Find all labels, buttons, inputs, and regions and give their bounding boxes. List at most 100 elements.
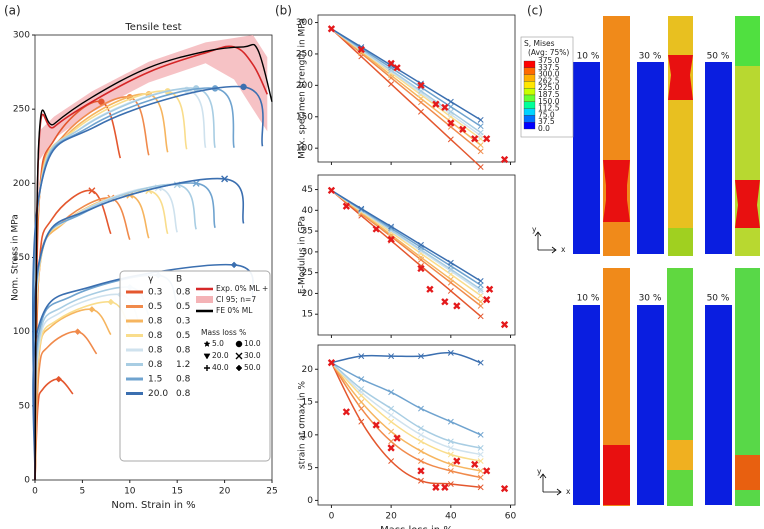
sim-marker — [447, 103, 454, 110]
x-axis-label: Mass loss in % — [380, 525, 453, 529]
exp-marker — [342, 408, 351, 416]
fe-curve — [34, 43, 273, 481]
specimen — [573, 62, 600, 254]
legend-label: 0.8 — [148, 346, 163, 356]
sim-marker — [388, 389, 395, 396]
legend-label: 0.3 — [176, 317, 190, 327]
curve-marker — [55, 375, 63, 383]
fit-curve — [330, 362, 481, 479]
x-tick-label: 60 — [505, 512, 517, 522]
x-tick-label: 10 — [124, 487, 136, 497]
curve-marker — [240, 83, 247, 91]
sim-marker — [418, 438, 424, 445]
legend-marker — [203, 353, 211, 360]
curve-marker — [88, 187, 96, 195]
legend-swatch — [196, 296, 213, 303]
y-tick-label: 30 — [302, 247, 314, 257]
panel-label: (a) — [4, 4, 21, 18]
colorbar-subtitle: (Avg: 75%) — [528, 48, 569, 57]
sim-marker — [447, 438, 454, 445]
specimen — [705, 62, 732, 254]
legend-label: 20.0 — [148, 389, 168, 399]
sim-marker — [477, 359, 484, 366]
fit-curve — [330, 362, 481, 462]
exp-marker — [485, 285, 494, 293]
legend-title: Mass loss % — [201, 328, 246, 337]
sim-marker — [447, 418, 454, 425]
sim-marker — [358, 205, 365, 212]
sim-marker — [447, 451, 454, 458]
sim-marker — [358, 376, 365, 383]
colorbar-band — [523, 81, 536, 89]
y-tick-label: 35 — [302, 227, 313, 237]
x-axis-label: Nom. Strain in % — [111, 500, 195, 511]
colorbar-band — [523, 60, 536, 68]
exp-marker — [471, 460, 479, 468]
x-tick-label: 40 — [445, 512, 457, 522]
specimen-band — [668, 228, 693, 256]
x-tick-label: 15 — [171, 487, 182, 497]
sim-marker — [447, 259, 454, 266]
sim-marker — [447, 108, 454, 115]
y-tick-label: 0 — [24, 476, 30, 486]
legend-label: CI 95; n=7 — [216, 295, 256, 304]
colorbar-label: 300.0 — [538, 70, 560, 79]
fit-curve — [330, 28, 482, 146]
axes-frame — [317, 344, 516, 506]
sim-marker — [477, 451, 484, 458]
exp-marker — [482, 296, 491, 304]
sim-marker — [388, 438, 395, 445]
legend-label: 1.5 — [148, 375, 162, 385]
sim-marker — [418, 405, 424, 412]
sim-marker — [418, 353, 424, 360]
triad — [534, 231, 557, 254]
legend-label: 0.3 — [148, 288, 162, 298]
y-axis-label: E-Modulus in GPa — [298, 216, 308, 294]
sim-marker — [477, 298, 484, 305]
sim-marker — [477, 484, 484, 491]
colorbar-label: 150.0 — [538, 97, 560, 106]
y-axis-label: Nom. Stress in MPa — [11, 214, 21, 301]
y-tick-label: 250 — [13, 105, 30, 115]
specimen-band — [735, 16, 760, 66]
sim-marker — [358, 405, 365, 412]
sim-marker — [418, 89, 424, 96]
legend-label: 0.8 — [176, 375, 191, 385]
exp-marker — [417, 264, 425, 273]
legend-label: 0.8 — [176, 389, 191, 399]
legend-label: FE 0% ML — [216, 306, 253, 315]
triad-label: y — [532, 225, 537, 234]
legend-label: 0.5 — [176, 302, 190, 312]
fit-curve — [330, 28, 482, 168]
exp-marker — [500, 484, 509, 493]
sim-marker — [477, 458, 484, 465]
exp-marker — [387, 444, 395, 452]
curve-marker — [221, 175, 229, 183]
y-tick-label: 150 — [296, 112, 313, 122]
colorbar-label: 75.0 — [538, 110, 555, 119]
sim-marker — [358, 418, 365, 425]
y-tick-label: 0 — [307, 496, 313, 506]
legend-box — [119, 270, 271, 462]
specimen-neck — [603, 160, 630, 222]
sim-marker — [477, 164, 484, 170]
curve-marker — [74, 328, 82, 336]
legend-label: 0.8 — [176, 288, 191, 298]
legend-marker — [235, 340, 243, 348]
y-tick-label: 10 — [302, 430, 314, 440]
sample-label: 10 % — [577, 294, 600, 304]
colorbar-label: 0.0 — [538, 124, 550, 133]
specimen — [573, 305, 600, 505]
triad-label: x — [561, 245, 566, 254]
colorbar-label: 37.5 — [538, 117, 555, 126]
specimen-band — [735, 455, 760, 490]
fit-curve — [330, 362, 481, 456]
fit-curve — [330, 28, 482, 127]
sim-marker — [358, 399, 365, 406]
exp-marker — [342, 202, 351, 210]
sim-marker — [477, 431, 484, 438]
fit-curve — [331, 189, 482, 282]
fit-curve — [330, 362, 481, 472]
colorbar-label: 187.5 — [538, 90, 560, 99]
colorbar-band — [523, 108, 536, 116]
